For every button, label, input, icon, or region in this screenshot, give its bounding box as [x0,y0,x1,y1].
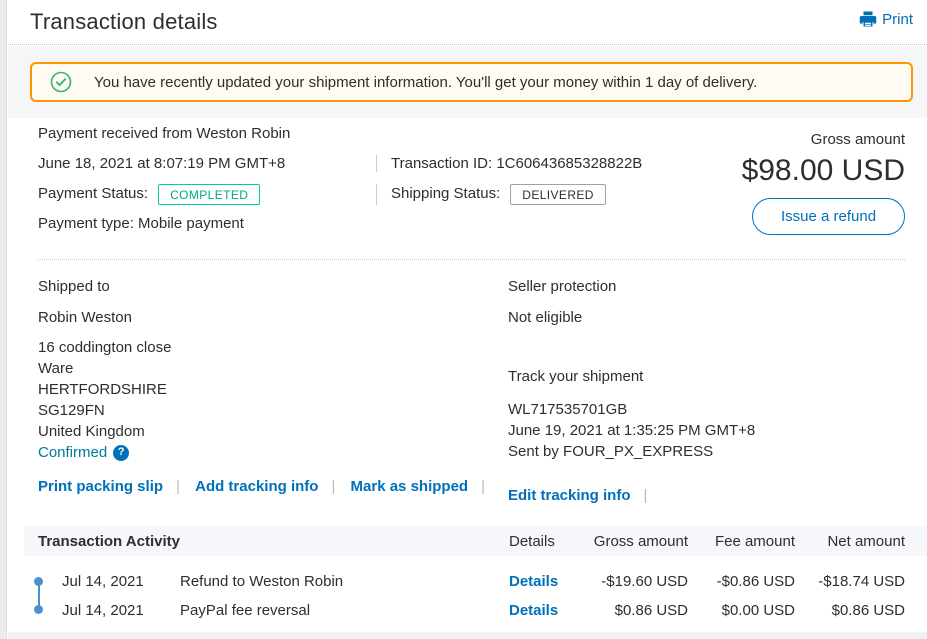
mark-as-shipped-link[interactable]: Mark as shipped [351,478,485,495]
details-link[interactable]: Details [509,572,559,590]
payment-type: Payment type: Mobile payment [38,215,244,232]
address-line: HERTFORDSHIRE [38,381,167,398]
confirmed-label: Confirmed [38,444,108,461]
payment-status-row: Payment Status: COMPLETED [38,184,261,205]
seller-protection-status: Not eligible [508,309,583,326]
shipping-status-row: Shipping Status: DELIVERED [376,184,606,205]
printer-icon [859,10,877,28]
activity-row-fee: -$0.86 USD [716,572,795,590]
add-tracking-info-link[interactable]: Add tracking info [195,478,335,495]
column-header-gross: Gross amount [593,532,688,550]
tracking-carrier: Sent by FOUR_PX_EXPRESS [508,443,714,460]
payment-status-badge: COMPLETED [158,184,261,205]
activity-row-date: Jul 14, 2021 [62,601,144,619]
print-button-label: Print [882,10,913,28]
page-bottom-edge [8,632,927,639]
payment-status-label: Payment Status: [38,185,149,203]
seller-protection-title: Seller protection [508,278,617,295]
activity-table-header: Transaction Activity Details Gross amoun… [24,526,927,556]
table-row: Jul 14, 2021 PayPal fee reversal Details… [0,599,927,621]
shipment-update-alert: You have recently updated your shipment … [30,62,913,102]
activity-row-net: -$18.74 USD [818,572,905,590]
shipping-address: 16 coddington close Ware HERTFORDSHIRE S… [38,337,171,463]
details-link[interactable]: Details [509,601,559,619]
activity-row-fee: $0.00 USD [721,601,795,619]
gross-amount-value: $98.00 USD [741,154,905,187]
tracking-details: WL717535701GB June 19, 2021 at 1:35:25 P… [508,399,755,462]
shipping-status-badge: DELIVERED [510,184,606,205]
shipping-actions: Print packing slip Add tracking info Mar… [38,478,496,495]
issue-refund-button[interactable]: Issue a refund [752,198,905,235]
address-confirmed-link[interactable]: Confirmed ? [38,442,130,463]
address-line: Ware [38,360,74,377]
activity-title: Transaction Activity [38,532,180,550]
payment-received-from: Payment received from Weston Robin [38,125,291,142]
print-packing-slip-link[interactable]: Print packing slip [38,478,180,495]
alert-message: You have recently updated your shipment … [94,73,758,91]
page-title: Transaction details [30,9,218,34]
page-header: Transaction details Print [8,0,927,45]
alert-band: You have recently updated your shipment … [8,46,927,118]
payment-summary-section: Payment received from Weston Robin June … [8,118,927,259]
gross-amount-label: Gross amount [810,131,905,148]
tracking-date: June 19, 2021 at 1:35:25 PM GMT+8 [508,422,756,439]
edit-tracking-info-link[interactable]: Edit tracking info [508,487,647,504]
address-line: United Kingdom [38,423,145,440]
address-line: SG129FN [38,402,105,419]
print-button[interactable]: Print [859,10,913,28]
activity-row-gross: $0.86 USD [614,601,688,619]
activity-row-gross: -$19.60 USD [601,572,688,590]
shipped-to-title: Shipped to [38,278,110,295]
page-left-edge [0,0,7,639]
tracking-number: WL717535701GB [508,401,628,418]
shipping-recipient: Robin Weston [38,309,132,326]
section-divider [38,259,905,260]
table-row: Jul 14, 2021 Refund to Weston Robin Deta… [0,570,927,592]
column-header-details: Details [509,532,555,550]
transaction-id: Transaction ID: 1C60643685328822B [376,155,642,172]
shipping-status-label: Shipping Status: [391,185,501,203]
payment-date: June 18, 2021 at 8:07:19 PM GMT+8 [38,155,286,172]
tracking-actions: Edit tracking info [508,487,658,504]
address-line: 16 coddington close [38,339,172,356]
column-header-net: Net amount [827,532,905,550]
timeline-dot [34,577,43,586]
timeline-dot [34,605,43,614]
activity-row-net: $0.86 USD [831,601,905,619]
success-check-icon [50,71,72,93]
track-shipment-title: Track your shipment [508,368,644,385]
help-icon[interactable]: ? [113,444,130,461]
column-header-fee: Fee amount [714,532,795,550]
activity-row-date: Jul 14, 2021 [62,572,144,590]
activity-row-description: PayPal fee reversal [180,601,311,619]
activity-row-description: Refund to Weston Robin [180,572,344,590]
timeline-connector [37,582,40,610]
